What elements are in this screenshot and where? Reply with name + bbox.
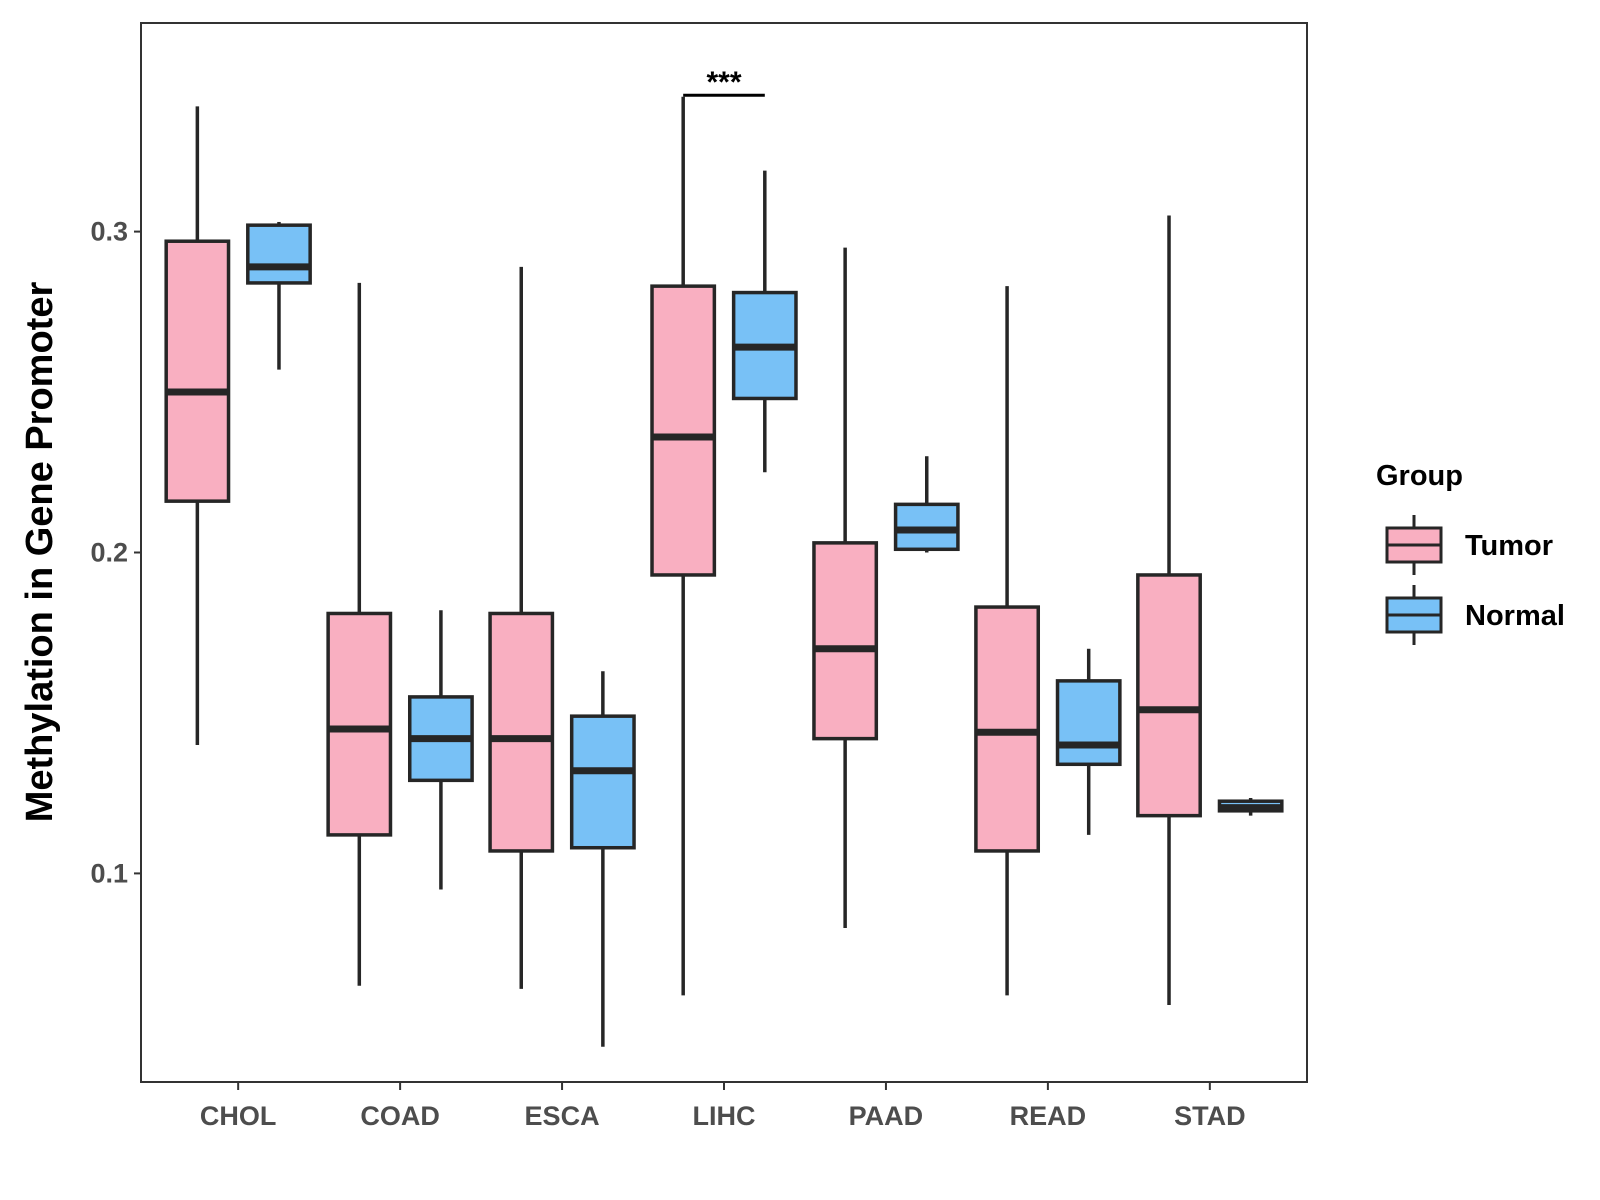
box-lihc-tumor [650,96,717,996]
y-axis-title: Methylation in Gene Promoter [19,282,61,823]
box-lihc-normal [731,170,798,473]
legend: Group Tumor Normal [1376,460,1565,645]
iqr-box-coad-tumor [326,611,393,837]
iqr-box-paad-tumor [812,541,879,741]
box-coad-normal [407,610,474,890]
iqr-box-esca-normal [569,714,636,850]
box-esca-tumor [488,266,555,989]
x-tick-label-stad: STAD [1174,1101,1246,1131]
annotations-layer: *** [683,66,765,99]
x-axis: CHOL COAD ESCA LIHC PAAD READ STAD [200,1082,1246,1131]
iqr-box-lihc-tumor [650,284,717,577]
box-paad-tumor [812,247,879,928]
x-tick-label-paad: PAAD [849,1101,924,1131]
x-tick-label-lihc: LIHC [693,1101,756,1131]
y-tick-label: 0.1 [90,858,128,888]
iqr-box-chol-tumor [164,239,231,503]
y-tick-label: 0.3 [90,217,128,247]
legend-label-normal: Normal [1465,600,1565,632]
iqr-box-chol-normal [246,223,312,285]
panel-border [140,22,1308,1083]
x-tick-label-esca: ESCA [525,1101,600,1131]
box-stad-tumor [1136,215,1202,1005]
y-axis: 0.1 0.2 0.3 [90,217,141,888]
box-chol-normal [246,221,312,370]
significance-label: *** [706,66,741,99]
box-paad-normal [893,456,960,553]
x-tick-label-chol: CHOL [200,1101,277,1131]
iqr-box-stad-tumor [1136,573,1202,818]
boxes-layer [164,96,1284,1047]
legend-label-tumor: Tumor [1465,530,1553,562]
iqr-box-read-normal [1055,679,1122,767]
legend-item-tumor: Tumor [1385,515,1553,575]
y-tick-label: 0.2 [90,538,128,568]
box-esca-normal [569,671,636,1047]
box-read-normal [1055,648,1122,835]
box-read-tumor [974,286,1041,996]
legend-title: Group [1376,460,1463,492]
box-stad-normal [1217,797,1284,816]
box-chol-tumor [164,106,231,746]
x-tick-label-read: READ [1010,1101,1087,1131]
box-coad-tumor [326,282,393,986]
x-tick-label-coad: COAD [360,1101,440,1131]
iqr-box-esca-tumor [488,611,555,853]
legend-item-normal: Normal [1385,585,1565,645]
